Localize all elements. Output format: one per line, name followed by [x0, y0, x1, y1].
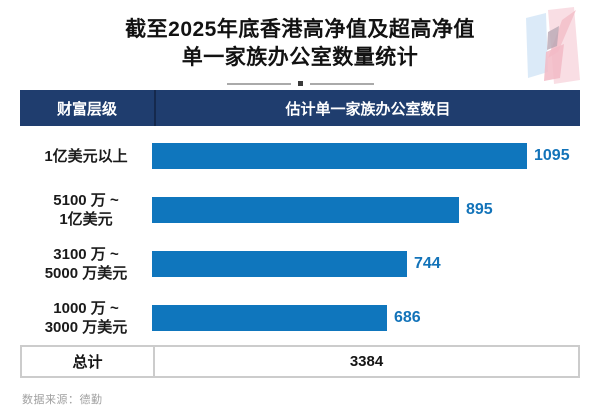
bar-segment	[152, 197, 459, 223]
row-category-label: 3100 万 ~5000 万美元	[44, 246, 128, 282]
chart-title-line1: 截至2025年底香港高净值及超高净值	[125, 18, 475, 41]
divider-line-left	[226, 82, 291, 85]
header-column-separator	[154, 90, 156, 126]
bar-segment	[152, 143, 527, 169]
chart-title-line2: 单一家族办公室数量统计	[181, 46, 419, 69]
row-category-label: 1亿美元以上	[44, 147, 128, 165]
table-row: 1000 万 ~3000 万美元 686	[20, 291, 580, 345]
divider-line-right	[309, 82, 374, 85]
row-category-label: 5100 万 ~1亿美元	[53, 192, 119, 228]
bar-segment	[152, 305, 387, 331]
bar-track: 895	[152, 197, 580, 223]
table-row: 1亿美元以上 1095	[20, 129, 580, 183]
total-row: 总计 3384	[20, 345, 580, 378]
brand-logo-icon	[526, 7, 580, 84]
chart-title: 截至2025年底香港高净值及超高净值 单一家族办公室数量统计	[0, 16, 600, 72]
table-row: 3100 万 ~5000 万美元 744	[20, 237, 580, 291]
bar-segment	[152, 251, 407, 277]
bar-value-label: 1095	[534, 147, 570, 164]
bar-track: 686	[152, 305, 580, 331]
bar-chart-rows: 1亿美元以上 1095 5100 万 ~1亿美元 895 3100 万 ~500…	[20, 129, 580, 345]
divider-dot	[297, 81, 303, 86]
header-estimated-count: 估计单一家族办公室数目	[285, 100, 451, 118]
total-label: 总计	[22, 347, 155, 376]
data-source-note: 数据来源：德勤	[22, 394, 103, 406]
header-wealth-tier: 财富层级	[56, 100, 117, 118]
bar-value-label: 895	[466, 201, 493, 218]
row-category-label: 1000 万 ~3000 万美元	[44, 300, 128, 336]
bar-track: 1095	[152, 143, 580, 169]
table-header: 财富层级 估计单一家族办公室数目	[20, 90, 580, 126]
table-row: 5100 万 ~1亿美元 895	[20, 183, 580, 237]
bar-value-label: 744	[414, 255, 441, 272]
bar-track: 744	[152, 251, 580, 277]
bar-value-label: 686	[394, 309, 421, 326]
title-divider	[0, 81, 600, 86]
total-value: 3384	[349, 353, 384, 370]
